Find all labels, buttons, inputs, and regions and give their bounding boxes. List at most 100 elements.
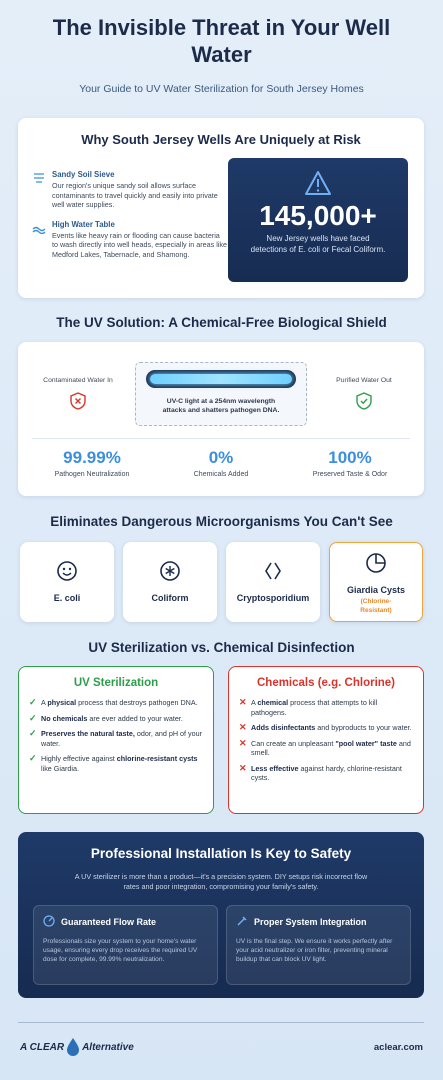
logo-drop [67, 1038, 80, 1056]
risk-icon-svg [34, 173, 44, 183]
item-text: Highly effective against chlorine-resist… [41, 754, 203, 773]
microbe-name: Giardia Cysts [346, 585, 406, 595]
risk-text: Sandy Soil Sieve Our region's unique sand… [52, 170, 227, 210]
item-plain: and byproducts to your water. [315, 723, 412, 732]
item-plain: odor, and pH of your water. [41, 729, 203, 748]
item-bold: "pool water" taste [335, 738, 397, 748]
item-marker: ✓ [29, 712, 37, 723]
install-card: Proper System Integration UV is the final… [226, 905, 411, 985]
comparison-title: UV Sterilization vs. Chemical Disinfecti… [88, 640, 355, 655]
item-plain: A [251, 698, 258, 707]
item-text: A chemical process that attempts to kill… [251, 698, 413, 717]
column-title: Chemicals (e.g. Chlorine) [256, 677, 396, 689]
item-bold: Adds disinfectants [251, 723, 316, 732]
microbe-name: Coliform [151, 593, 189, 603]
item-plain: Highly effective against [41, 754, 117, 763]
risk-title: Why South Jersey Wells Are Uniquely at R… [81, 132, 361, 147]
item-text: A physical process that destroys pathoge… [41, 698, 198, 708]
output: Purified Water Out [314, 376, 414, 415]
microbe-card: E. coli [20, 542, 114, 622]
uv-stat-value: 100% [328, 448, 372, 467]
item-plain: against hardy, chlorine-resistant cysts. [251, 763, 402, 783]
risk-item-title: High Water Table [52, 219, 115, 229]
microbe-card: Giardia Cysts (Chlorine-Resistant) [329, 542, 423, 622]
header: The Invisible Threat in Your Well Water … [20, 14, 423, 95]
uv-chamber: UV-C light at a 254nm wavelength attacks… [135, 362, 307, 426]
risk-item-text: Our region's unique sandy soil allows su… [52, 181, 218, 209]
risk-icon [32, 170, 46, 210]
item-plain: like Giardia. [41, 763, 79, 773]
stat-text: New Jersey wells have faced detections o… [250, 234, 386, 254]
microbe-icon [56, 561, 78, 586]
item-bold: chemical [257, 698, 289, 707]
risk-item-text: Events like heavy rain or flooding can c… [52, 230, 227, 259]
divider [32, 438, 410, 439]
microbe-icon-svg [366, 553, 386, 573]
install-card-head: Proper System Integration [236, 915, 401, 929]
microbe-card: Coliform [123, 542, 217, 622]
install-icon [43, 915, 55, 929]
item-marker: ✕ [239, 762, 247, 773]
uv-title: The UV Solution: A Chemical-Free Biologi… [56, 315, 387, 330]
risk-item: High Water Table Events like heavy rain o… [32, 220, 227, 260]
microbe-icon [159, 561, 181, 586]
uv-stat: 99.99% Pathogen Neutralization [32, 448, 152, 478]
shield-green [356, 391, 372, 410]
risk-item: Sandy Soil Sieve Our region's unique sand… [32, 170, 227, 210]
column-title: UV Sterilization [73, 677, 159, 689]
comparison-item: ✕ A chemical process that attempts to kil… [239, 698, 413, 717]
item-plain: process that attempts to kill pathogens. [251, 698, 378, 717]
microbe-icon-svg [265, 562, 281, 580]
item-bold: physical [47, 698, 77, 707]
comparison-item: ✕ Adds disinfectants and byproducts to yo… [239, 723, 413, 733]
install-icon [236, 915, 248, 929]
microbe-icon [365, 553, 387, 578]
item-text: Less effective against hardy, chlorine-r… [251, 764, 413, 783]
item-marker: ✕ [239, 737, 247, 748]
comparison-item: ✓ No chemicals are ever added to your wat… [29, 712, 203, 724]
install-icon-svg [237, 916, 247, 926]
subtitle: Your Guide to UV Water Sterilization for… [79, 83, 364, 95]
microbe-card: Cryptosporidium [226, 542, 320, 622]
output-label: Purified Water Out [336, 377, 392, 384]
comparison-item: ✕ Less effective against hardy, chlorine-… [239, 762, 413, 783]
comparison-column: UV Sterilization ✓ A physical process that… [18, 666, 214, 814]
install-card-title: Proper System Integration [254, 917, 367, 927]
uv-stat: 0% Chemicals Added [161, 448, 281, 478]
install-card-text: Professionals size your system to your h… [43, 938, 198, 963]
install-box: Professional Installation Is Key to Safe… [18, 832, 424, 998]
install-card: Guaranteed Flow Rate Professionals size y… [33, 905, 218, 985]
install-icon-svg [43, 915, 55, 927]
title: The Invisible Threat in Your Well Water [52, 15, 391, 67]
site: aclear.com [373, 1042, 423, 1053]
comparison-item: ✓ A physical process that destroys pathog… [29, 698, 203, 708]
stat-value: 145,000+ [259, 200, 377, 231]
install-intro: A UV sterilizer is more than a product—i… [74, 872, 368, 891]
item-text: Preserves the natural taste, odor, and p… [41, 729, 203, 748]
uv-stat-label: Pathogen Neutralization [54, 471, 130, 478]
logo-top: A CLEAR [20, 1041, 65, 1053]
logo: A CLEAR Alternative [20, 1037, 134, 1057]
stat-box: 145,000+ New Jersey wells have faced det… [228, 158, 408, 282]
logo-bottom: Alternative [82, 1041, 134, 1053]
shield-red [70, 391, 86, 410]
microbe-name: E. coli [53, 593, 81, 603]
item-text: Adds disinfectants and byproducts to you… [251, 723, 412, 733]
item-plain: process that destroys pathogen DNA. [76, 698, 198, 707]
item-text: Can create an unpleasant "pool water" ta… [251, 739, 413, 758]
item-bold: Less effective [251, 763, 299, 773]
uv-stat-value: 0% [208, 448, 234, 467]
risk-icon-svg [32, 226, 46, 234]
comparison-item: ✓ Highly effective against chlorine-resis… [29, 754, 203, 773]
microbe-icon-svg [160, 561, 180, 581]
microbes-title: Eliminates Dangerous Microorganisms You … [50, 514, 393, 529]
item-plain: A [41, 698, 48, 707]
comparison-column: Chemicals (e.g. Chlorine) ✕ A chemical pro… [228, 666, 424, 814]
risk-items: Sandy Soil Sieve Our region's unique sand… [32, 170, 227, 269]
item-bold: Preserves the natural taste, [41, 729, 135, 738]
microbe-name: Cryptosporidium [236, 593, 310, 603]
install-card-title: Guaranteed Flow Rate [61, 917, 157, 927]
item-bold: chlorine-resistant cysts [116, 754, 198, 763]
